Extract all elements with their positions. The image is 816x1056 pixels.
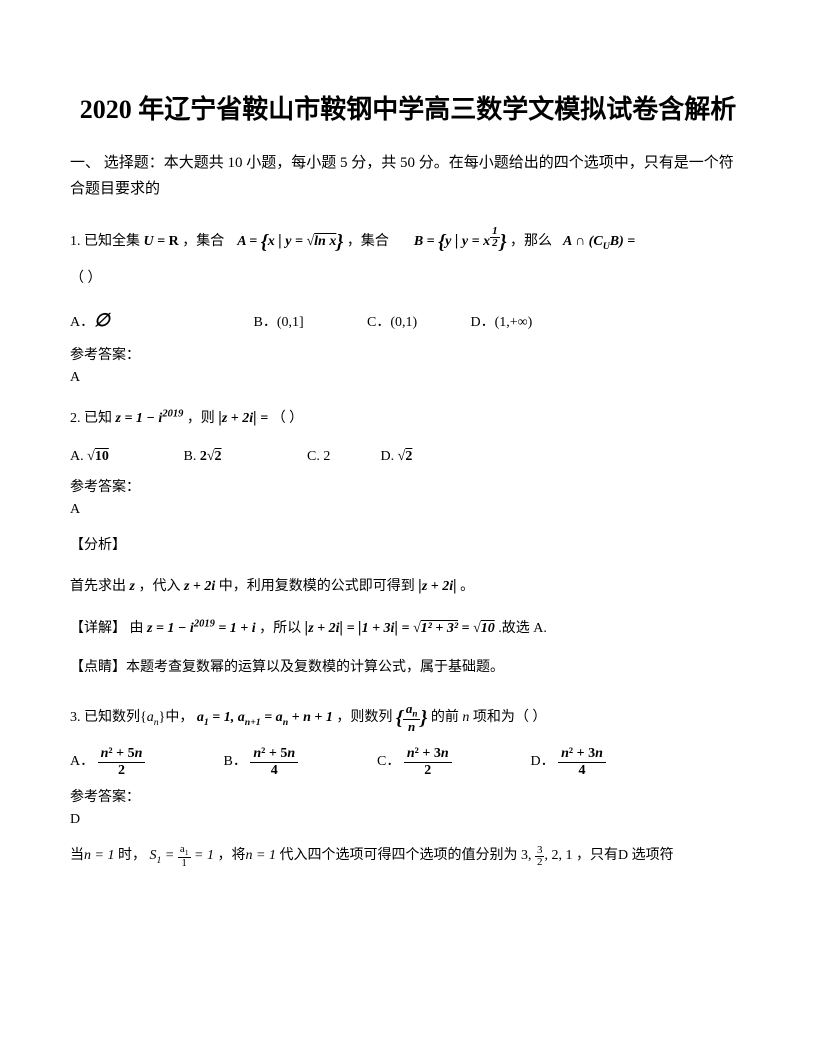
q2-option-b: B. 2√2 <box>184 442 304 473</box>
section-1-header: 一、 选择题：本大题共 10 小题，每小题 5 分，共 50 分。在每小题给出的… <box>70 151 746 202</box>
q3-option-c: C． n² + 3n2 <box>377 746 527 778</box>
q3-options: A． n² + 5n2 B． n² + 5n4 C． n² + 3n2 D． n… <box>70 746 746 778</box>
math-values: 3, 32, 2, 1 <box>521 848 573 863</box>
math-z2i: z + 2i <box>184 579 215 594</box>
math-set-a: A = {x | y = √ln x} <box>237 234 347 249</box>
q3-prefix2: }中， <box>159 710 194 725</box>
math-set-b: B = {y | y = x12} <box>414 234 510 249</box>
math-n1-b: n = 1 <box>246 848 276 863</box>
q2-analysis-text: 首先求出 z ，代入 z + 2i 中，利用复数模的公式即可得到 |z + 2i… <box>70 570 746 602</box>
q2-detail: 【详解】 由 z = 1 − i2019 = 1 + i ，所以 |z + 2i… <box>70 612 746 644</box>
q1-prefix: 1. 已知全集 <box>70 234 140 249</box>
frac-c: n² + 3n2 <box>404 746 452 778</box>
math-z: z <box>130 579 135 594</box>
q2-prefix: 2. 已知 <box>70 411 112 426</box>
frac-d: n² + 3n4 <box>558 746 606 778</box>
q3-t2: 的前 <box>431 710 459 725</box>
q1-t1: ，集合 <box>182 234 224 249</box>
q3-t3: 项和为（ ） <box>473 710 547 725</box>
math-mod-calc: |z + 2i| = |1 + 3i| = √1² + 3² = √10 <box>305 621 495 636</box>
q2-analysis-label: 【分析】 <box>70 532 746 560</box>
math-abs-z2i: |z + 2i| <box>418 579 456 594</box>
math-z-def: z = 1 − i2019 <box>116 411 184 426</box>
math-s1: S1 = a11 = 1 <box>149 848 214 863</box>
q2-dianjing: 【点睛】本题考查复数幂的运算以及复数模的计算公式，属于基础题。 <box>70 654 746 682</box>
q1-option-b: B．(0,1] <box>254 308 364 339</box>
q1-options: A．∅ B．(0,1] C．(0,1) D．(1,+∞) <box>70 301 746 341</box>
math-mod-z2i: |z + 2i| = <box>218 411 268 426</box>
q3-answer: D <box>70 812 746 828</box>
q2-answer: A <box>70 502 746 518</box>
q3-t1: ，则数列 <box>336 710 392 725</box>
q1-blank: （ ） <box>70 271 102 286</box>
frac-a: n² + 5n2 <box>98 746 146 778</box>
math-u-eq-r: U = R <box>144 234 179 249</box>
math-an: an <box>147 710 159 725</box>
q2-option-c: C. 2 <box>307 442 377 473</box>
q3-lastline: 当n = 1 时， S1 = a11 = 1 ，将n = 1 代入四个选项可得四… <box>70 842 746 870</box>
math-a1-rec: a1 = 1, an+1 = an + n + 1 <box>197 710 333 725</box>
math-d: D <box>618 848 628 863</box>
page-title: 2020 年辽宁省鞍山市鞍钢中学高三数学文模拟试卷含解析 <box>70 90 746 129</box>
q1-option-a: A．∅ <box>70 301 250 341</box>
q3-option-d: D． n² + 3n4 <box>531 746 606 778</box>
q3-answer-label: 参考答案： <box>70 786 746 806</box>
q1-option-c: C．(0,1) <box>367 308 467 339</box>
q2-options: A. √10 B. 2√2 C. 2 D. √2 <box>70 442 746 473</box>
math-a-cap-cub: A ∩ (CUB) = <box>563 234 635 249</box>
math-an-over-n: {ann} <box>396 710 428 725</box>
q2-t1: ，则 <box>187 411 215 426</box>
q1-answer: A <box>70 370 746 386</box>
math-n1-a: n = 1 <box>84 848 114 863</box>
q3-prefix: 3. 已知数列{ <box>70 710 147 725</box>
math-n: n <box>462 710 473 725</box>
question-1: 1. 已知全集 U = R ，集合 A = {x | y = √ln x} ，集… <box>70 220 746 295</box>
empty-set-icon: ∅ <box>94 310 110 330</box>
question-3: 3. 已知数列{an}中， a1 = 1, an+1 = an + n + 1 … <box>70 696 746 740</box>
q2-blank: （ ） <box>272 411 304 426</box>
q1-answer-label: 参考答案： <box>70 344 746 364</box>
math-z-expand: z = 1 − i2019 = 1 + i <box>147 621 256 636</box>
frac-b: n² + 5n4 <box>250 746 298 778</box>
q3-option-a: A． n² + 5n2 <box>70 746 220 778</box>
q3-option-b: B． n² + 5n4 <box>224 746 374 778</box>
q2-option-a: A. √10 <box>70 442 180 473</box>
q1-option-d: D．(1,+∞) <box>471 308 533 339</box>
q2-answer-label: 参考答案： <box>70 476 746 496</box>
exam-page: 2020 年辽宁省鞍山市鞍钢中学高三数学文模拟试卷含解析 一、 选择题：本大题共… <box>0 0 816 921</box>
question-2: 2. 已知 z = 1 − i2019 ，则 |z + 2i| = （ ） <box>70 400 746 435</box>
q1-t2: ，集合 <box>347 234 389 249</box>
q2-option-d: D. √2 <box>381 442 413 473</box>
q1-t3: ，那么 <box>510 234 552 249</box>
